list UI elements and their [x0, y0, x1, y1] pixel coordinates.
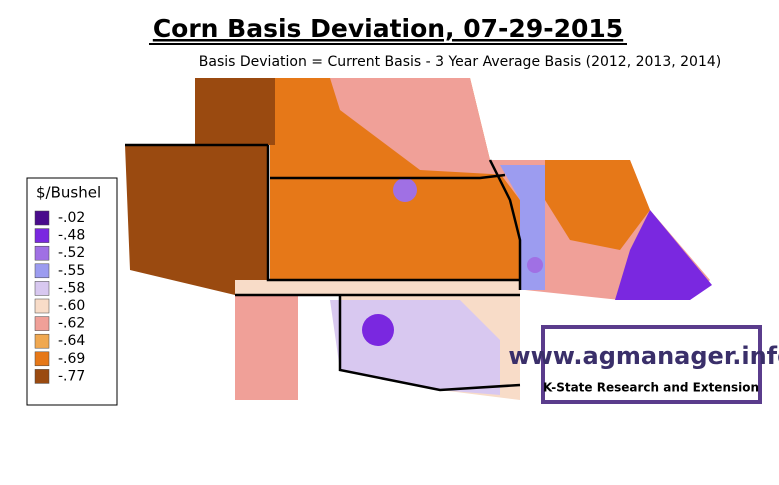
- watermark-org: K-State Research and Extension: [543, 381, 759, 395]
- legend-swatch: [34, 281, 50, 296]
- region: [235, 295, 298, 400]
- watermark-url: www.agmanager.info: [508, 342, 779, 370]
- region: [125, 145, 268, 295]
- legend-swatch: [34, 351, 50, 367]
- region: [362, 314, 394, 346]
- legend-swatch: [34, 210, 50, 226]
- region: [393, 178, 417, 202]
- legend-swatch: [34, 316, 50, 331]
- region: [330, 78, 510, 175]
- legend-label: -.62: [58, 316, 85, 332]
- legend-label: -.60: [58, 298, 85, 314]
- legend-swatch: [34, 333, 50, 349]
- map-title: Corn Basis Deviation, 07-29-2015: [153, 14, 623, 43]
- map-subtitle: Basis Deviation = Current Basis - 3 Year…: [199, 54, 721, 70]
- state-border: [488, 159, 522, 290]
- legend-label: -.58: [58, 280, 85, 296]
- legend-label: -.02: [58, 210, 85, 226]
- legend-label: -.55: [58, 263, 85, 279]
- region: [545, 160, 650, 250]
- watermark-box: [541, 325, 762, 404]
- legend-swatch: [34, 263, 50, 279]
- legend: -.02 -.48-.52 -.55-.58 -.60 -.62-.64 -.69-.77: [34, 210, 85, 384]
- legend-swatch: [34, 245, 50, 261]
- state-border: [266, 145, 520, 282]
- legend-swatch: [34, 369, 50, 384]
- legend-label: -.77: [58, 368, 85, 384]
- legend-swatch: [34, 228, 50, 243]
- legend-label: -.48: [58, 228, 85, 244]
- legend-label: -.64: [58, 333, 85, 349]
- region: [195, 78, 275, 145]
- legend-label: -.69: [58, 351, 85, 367]
- legend-title: $/Bushel: [36, 184, 101, 202]
- region: [527, 257, 543, 273]
- legend-label: -.52: [58, 245, 85, 261]
- legend-swatch: [34, 298, 50, 314]
- map: [125, 78, 712, 400]
- state-border: [338, 295, 521, 392]
- region: [615, 210, 712, 300]
